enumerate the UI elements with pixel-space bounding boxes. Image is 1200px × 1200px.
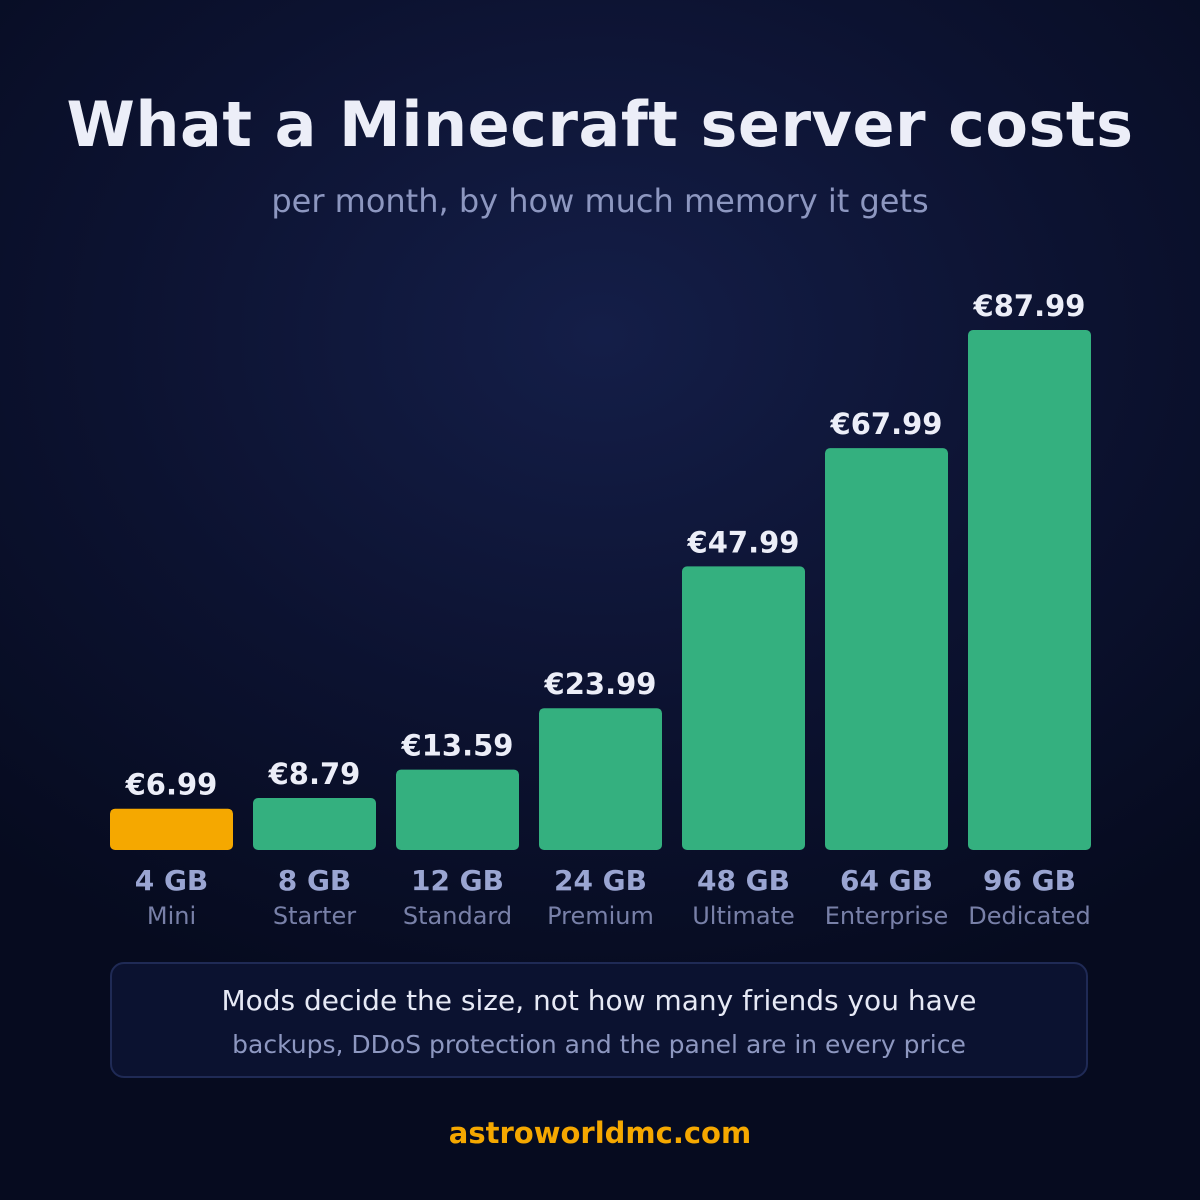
website-link[interactable]: astroworldmc.com [448,1116,752,1150]
chart-title: What a Minecraft server costs [66,88,1134,161]
category-label: 8 GB [278,864,352,897]
bar-value-label: €23.99 [544,667,657,701]
category-label: 12 GB [411,864,504,897]
plan-name-label: Premium [547,902,654,930]
category-label: 24 GB [554,864,647,897]
category-label: 96 GB [983,864,1076,897]
bar-6 [968,329,1091,850]
bar-3 [539,708,662,850]
category-label: 64 GB [840,864,933,897]
bar-chart: €6.99 4 GB Mini €8.79 8 GB Starter €13.59 12 GB… [110,289,1091,930]
plan-name-label: Starter [273,902,356,930]
bar-2 [396,769,519,850]
note-headline: Mods decide the size, not how many frien… [221,984,977,1017]
bar-value-label: €13.59 [401,729,514,763]
plan-name-label: Mini [147,902,196,930]
plan-name-label: Dedicated [968,902,1090,930]
category-label: 48 GB [697,864,790,897]
bar-value-label: €47.99 [687,525,800,559]
info-note: Mods decide the size, not how many frien… [110,962,1088,1078]
category-label: 4 GB [135,864,209,897]
bar-5 [825,448,948,850]
plan-name-label: Ultimate [692,902,795,930]
bar-value-label: €6.99 [125,768,218,802]
note-detail: backups, DDoS protection and the panel a… [232,1030,966,1059]
bar-0 [110,808,233,850]
bar-value-label: €67.99 [830,407,943,441]
plan-name-label: Standard [403,902,512,930]
bar-4 [682,566,805,850]
plan-name-label: Enterprise [825,902,948,930]
bar-value-label: €8.79 [268,757,361,791]
bar-value-label: €87.99 [973,289,1086,323]
bar-1 [253,798,376,850]
chart-subtitle: per month, by how much memory it gets [271,182,929,220]
